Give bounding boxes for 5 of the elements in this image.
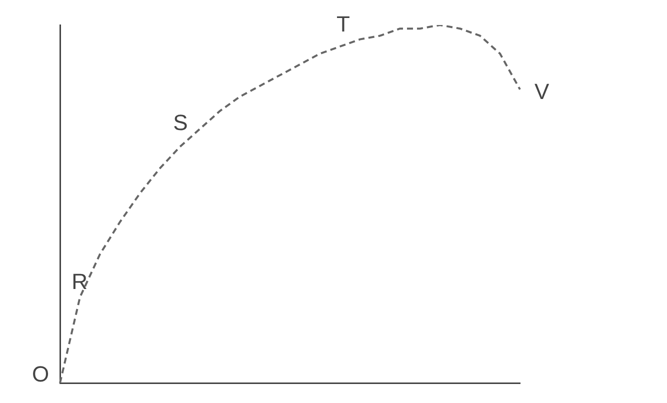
- annotation: S: [173, 110, 188, 136]
- text: O: [32, 362, 50, 387]
- annotation: T: [336, 11, 350, 36]
- text: V: [534, 79, 550, 104]
- annotation: R: [72, 268, 88, 294]
